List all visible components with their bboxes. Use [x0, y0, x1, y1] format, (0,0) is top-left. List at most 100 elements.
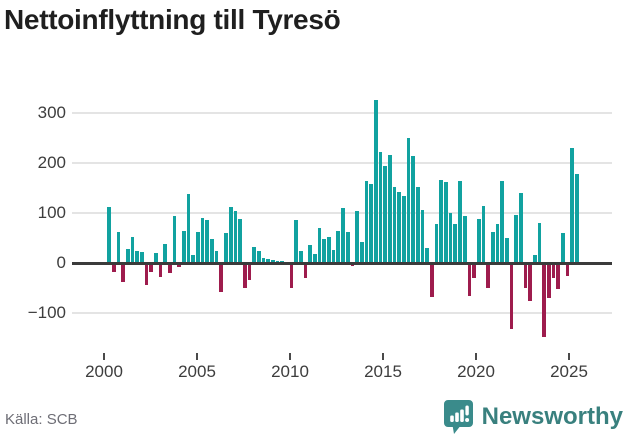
bar: [387, 154, 392, 263]
bar: [504, 237, 509, 263]
bar: [205, 219, 210, 263]
bar: [299, 250, 303, 263]
x-tick-label: 2010: [271, 362, 309, 381]
bar: [383, 165, 387, 263]
bar: [561, 232, 565, 263]
bar: [537, 223, 542, 263]
bar: [509, 263, 514, 329]
bar: [518, 192, 523, 263]
bar: [163, 243, 167, 263]
bar: [397, 191, 401, 263]
bar: [359, 241, 364, 263]
bar: [252, 246, 256, 263]
bar: [242, 263, 247, 288]
bar: [256, 250, 261, 263]
bar: [434, 224, 439, 263]
source-note: Källa: SCB: [5, 411, 78, 428]
bar: [514, 214, 518, 263]
bar: [327, 236, 331, 263]
bar: [191, 254, 196, 263]
x-tick-label: 2015: [364, 362, 402, 381]
bar: [121, 263, 125, 282]
bar: [444, 181, 448, 263]
gridline-200: [72, 162, 612, 164]
bar: [214, 250, 219, 263]
bar: [224, 233, 228, 263]
bar: [130, 237, 135, 263]
bar: [116, 231, 121, 263]
x-tick-mark: [103, 353, 105, 360]
bar: [472, 263, 476, 278]
bar: [233, 210, 238, 263]
bar: [528, 263, 533, 301]
bar: [439, 179, 444, 263]
bar: [453, 224, 458, 263]
page-title: Nettoinflyttning till Tyresö: [4, 4, 341, 35]
bar: [570, 147, 575, 263]
bar: [378, 152, 383, 263]
y-tick-label: 300: [37, 103, 66, 122]
bar: [322, 238, 327, 263]
bar: [425, 248, 430, 263]
bar: [533, 254, 537, 263]
bar: [219, 263, 224, 292]
y-tick-label: 200: [37, 153, 66, 172]
bar: [153, 253, 158, 263]
bar: [392, 186, 397, 263]
bar: [336, 230, 341, 263]
bar: [373, 99, 378, 263]
x-tick-mark: [289, 353, 291, 360]
bar: [406, 138, 411, 263]
bar-chart-speech-bubble-icon: [443, 400, 473, 434]
bar: [369, 184, 373, 263]
bar: [107, 207, 111, 263]
x-tick-mark: [382, 353, 384, 360]
bar: [261, 258, 266, 263]
bar: [139, 252, 144, 263]
bar: [481, 205, 486, 263]
bar: [411, 155, 416, 263]
bar: [547, 263, 551, 298]
bar: [303, 263, 308, 278]
bar: [364, 180, 369, 263]
bar: [542, 263, 547, 337]
bar: [430, 263, 434, 297]
bar: [172, 215, 177, 263]
bar: [556, 263, 561, 289]
bar: [458, 180, 462, 263]
newsworthy-logo[interactable]: Newsworthy: [443, 400, 623, 434]
y-tick-label: 100: [37, 203, 66, 222]
bar: [308, 244, 313, 263]
brand-name: Newsworthy: [481, 403, 623, 430]
x-tick-mark: [196, 353, 198, 360]
bar: [270, 259, 275, 263]
bar: [551, 263, 556, 278]
bar: [317, 227, 322, 263]
x-tick-mark: [475, 353, 477, 360]
chart-plot-area: [72, 95, 612, 353]
x-tick-mark: [568, 353, 570, 360]
bar: [125, 249, 130, 263]
bar: [523, 263, 528, 288]
x-tick-label: 2025: [550, 362, 588, 381]
bar: [144, 263, 149, 285]
bar: [345, 232, 350, 263]
bar: [416, 186, 420, 263]
bar: [294, 219, 299, 263]
bar: [467, 263, 472, 296]
x-tick-label: 2020: [457, 362, 495, 381]
bar: [462, 215, 467, 263]
bar: [355, 210, 359, 263]
bar: [247, 263, 252, 280]
bar: [135, 250, 139, 263]
gridline-300: [72, 112, 612, 114]
bar: [200, 218, 205, 263]
y-tick-label: 0: [56, 253, 66, 272]
bar: [420, 209, 425, 263]
bar: [228, 206, 233, 263]
bar: [448, 213, 453, 263]
bar: [210, 238, 214, 263]
x-tick-label: 2000: [85, 362, 123, 381]
bar: [565, 263, 570, 276]
bar: [313, 254, 317, 263]
